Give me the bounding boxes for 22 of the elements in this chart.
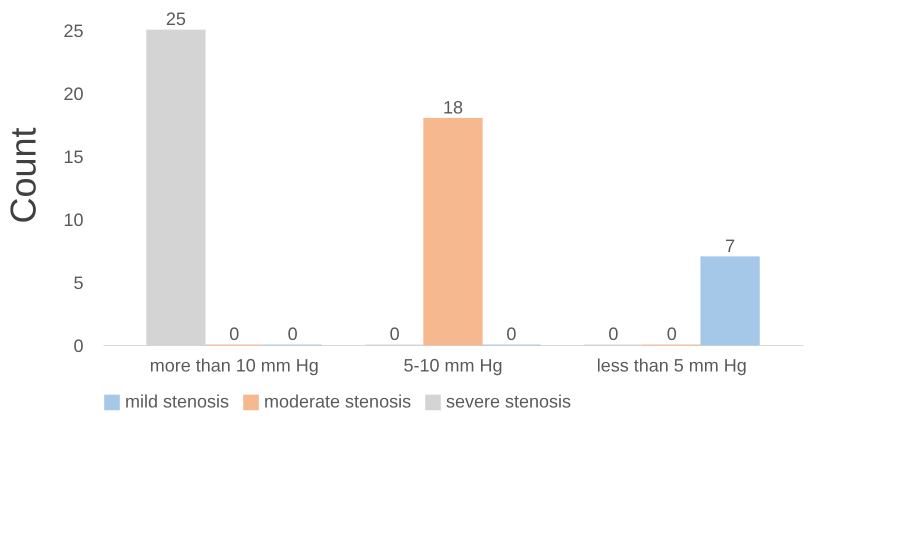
x-tick-label: less than 5 mm Hg (596, 356, 747, 376)
y-tick-label: 15 (63, 147, 84, 168)
y-tick-label: 20 (63, 84, 84, 104)
y-tick-label: 25 (63, 21, 84, 42)
x-tick-label: 5-10 mm Hg (403, 356, 503, 376)
data-label: 0 (229, 324, 240, 344)
data-label: 0 (288, 324, 298, 344)
legend-label: moderate stenosis (264, 391, 412, 412)
data-label: 18 (442, 97, 464, 118)
y-tick-label: 10 (63, 210, 84, 230)
data-label: 0 (608, 324, 618, 344)
legend-label: mild stenosis (125, 391, 230, 412)
data-label: 0 (506, 324, 516, 344)
y-tick-label: 0 (73, 336, 84, 356)
data-label: 7 (725, 236, 736, 256)
legend-label: severe stenosis (446, 391, 572, 412)
y-tick-label: 5 (73, 272, 84, 293)
data-label: 0 (390, 324, 400, 344)
x-tick-label: more than 10 mm Hg (150, 356, 319, 376)
data-label: 0 (666, 324, 677, 344)
data-label: 25 (166, 9, 186, 30)
y-axis-title: Count (2, 127, 44, 224)
